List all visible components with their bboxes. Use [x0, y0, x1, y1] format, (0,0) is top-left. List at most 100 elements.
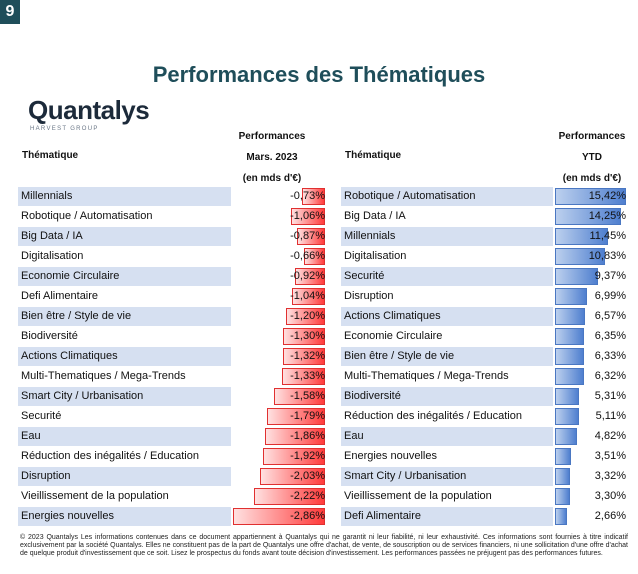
performance-cell: 6,33%: [553, 347, 628, 366]
right-col-perf-line3: (en mds d'€): [562, 173, 622, 184]
performance-value: -1,33%: [290, 370, 325, 382]
performance-cell: -2,86%: [231, 507, 327, 526]
table-row: Multi-Thematiques / Mega-Trends 6,32%: [341, 367, 628, 387]
thematique-name: Biodiversité: [21, 330, 78, 342]
performance-cell: 6,99%: [553, 287, 628, 306]
table-row: Biodiversité -1,30%: [18, 327, 327, 347]
performance-bar: [555, 268, 599, 285]
performance-bar: [555, 388, 580, 405]
thematique-name: Millennials: [18, 187, 231, 206]
performance-value: 6,57%: [594, 310, 626, 322]
performance-bar: [265, 428, 325, 445]
table-row: Energies nouvelles -2,86%: [18, 507, 327, 527]
thematique-name: Eau: [341, 427, 553, 446]
thematique-name: Eau: [18, 427, 231, 446]
performance-cell: 15,42%: [553, 187, 628, 206]
table-row: Millennials 11,45%: [341, 227, 628, 247]
performance-cell: -1,86%: [231, 427, 327, 446]
thematique-name: Actions Climatiques: [341, 307, 553, 326]
performance-bar: [555, 328, 585, 345]
performance-bar: [555, 248, 605, 265]
performance-value: -2,03%: [290, 470, 325, 482]
performance-value: 14,25%: [588, 210, 626, 222]
performance-cell: 4,82%: [553, 427, 628, 446]
quantalys-logo: Quantalys HARVEST GROUP: [28, 95, 168, 135]
table-row: Big Data / IA -0,87%: [18, 227, 327, 247]
right-col-thematique: Thématique: [345, 150, 402, 161]
thematique-name: Réduction des inégalités / Education: [21, 450, 199, 462]
thematique-name: Big Data / IA: [18, 227, 231, 246]
performance-cell: -1,04%: [231, 287, 327, 306]
table-row: Vieillissement de la population -2,22%: [18, 487, 327, 507]
table-row: Robotique / Automatisation 15,42%: [341, 187, 628, 207]
logo-wordmark: Quantalys: [28, 95, 150, 125]
thematique-name: Securité: [21, 410, 62, 422]
table-row: Disruption 6,99%: [341, 287, 628, 307]
performance-cell: -0,92%: [231, 267, 327, 286]
performance-bar: [555, 348, 585, 365]
thematique-name: Defi Alimentaire: [21, 290, 99, 302]
performance-bar: [555, 228, 608, 245]
performance-value: 6,99%: [594, 290, 626, 302]
thematique-name: Smart City / Urbanisation: [18, 387, 231, 406]
page-number-badge: 9: [0, 0, 20, 24]
performance-value: 3,30%: [594, 490, 626, 502]
thematique-name: Defi Alimentaire: [341, 507, 553, 526]
logo-subtitle: HARVEST GROUP: [30, 126, 99, 132]
performance-value: -2,86%: [290, 510, 325, 522]
thematique-name: Multi-Thematiques / Mega-Trends: [21, 370, 186, 382]
performance-bar: [297, 228, 325, 245]
performance-cell: 2,66%: [553, 507, 628, 526]
performance-value: 3,32%: [594, 470, 626, 482]
performance-value: -1,20%: [290, 310, 325, 322]
performance-cell: -1,79%: [231, 407, 327, 426]
performance-bar: [555, 288, 588, 305]
performance-cell: 5,31%: [553, 387, 628, 406]
table-row: Defi Alimentaire -1,04%: [18, 287, 327, 307]
performance-cell: 5,11%: [553, 407, 628, 426]
performance-bar: [267, 408, 325, 425]
thematique-name: Robotique / Automatisation: [21, 210, 153, 222]
performance-value: -1,58%: [290, 390, 325, 402]
performance-bar: [555, 428, 578, 445]
performance-bar: [555, 488, 571, 505]
performance-value: 6,35%: [594, 330, 626, 342]
table-row: Digitalisation -0,66%: [18, 247, 327, 267]
table-row: Bien être / Style de vie -1,20%: [18, 307, 327, 327]
table-row: Disruption -2,03%: [18, 467, 327, 487]
thematique-name: Big Data / IA: [344, 210, 406, 222]
table-row: Defi Alimentaire 2,66%: [341, 507, 628, 527]
table-row: Millennials -0,73%: [18, 187, 327, 207]
performance-value: -1,06%: [290, 210, 325, 222]
performance-cell: 10,83%: [553, 247, 628, 266]
performance-bar: [555, 188, 626, 205]
thematique-name: Securité: [341, 267, 553, 286]
performance-bar: [253, 488, 325, 505]
table-row: Eau -1,86%: [18, 427, 327, 447]
performance-bar: [303, 248, 325, 265]
performance-bar: [286, 308, 325, 325]
performance-bar: [290, 208, 325, 225]
thematique-name: Economie Circulaire: [18, 267, 231, 286]
thematique-name: Vieillissement de la population: [344, 490, 492, 502]
performance-value: -0,87%: [290, 230, 325, 242]
performance-value: 3,51%: [594, 450, 626, 462]
performance-cell: 9,37%: [553, 267, 628, 286]
thematique-name: Millennials: [341, 227, 553, 246]
performance-value: -1,30%: [290, 330, 325, 342]
left-col-performance-header: Performances Mars. 2023 (en mds d'€): [228, 126, 316, 189]
table-row: Energies nouvelles 3,51%: [341, 447, 628, 467]
table-row: Biodiversité 5,31%: [341, 387, 628, 407]
performance-value: -0,73%: [290, 190, 325, 202]
performance-cell: -1,33%: [231, 367, 327, 386]
performance-value: -1,86%: [290, 430, 325, 442]
performance-cell: 11,45%: [553, 227, 628, 246]
performance-cell: -1,30%: [231, 327, 327, 346]
performance-bar: [555, 448, 572, 465]
performance-cell: -0,66%: [231, 247, 327, 266]
table-row: Securité 9,37%: [341, 267, 628, 287]
performance-value: 2,66%: [594, 510, 626, 522]
left-col-perf-line2: Mars. 2023: [246, 152, 298, 163]
thematique-name: Digitalisation: [344, 250, 407, 262]
thematique-name: Multi-Thematiques / Mega-Trends: [344, 370, 509, 382]
